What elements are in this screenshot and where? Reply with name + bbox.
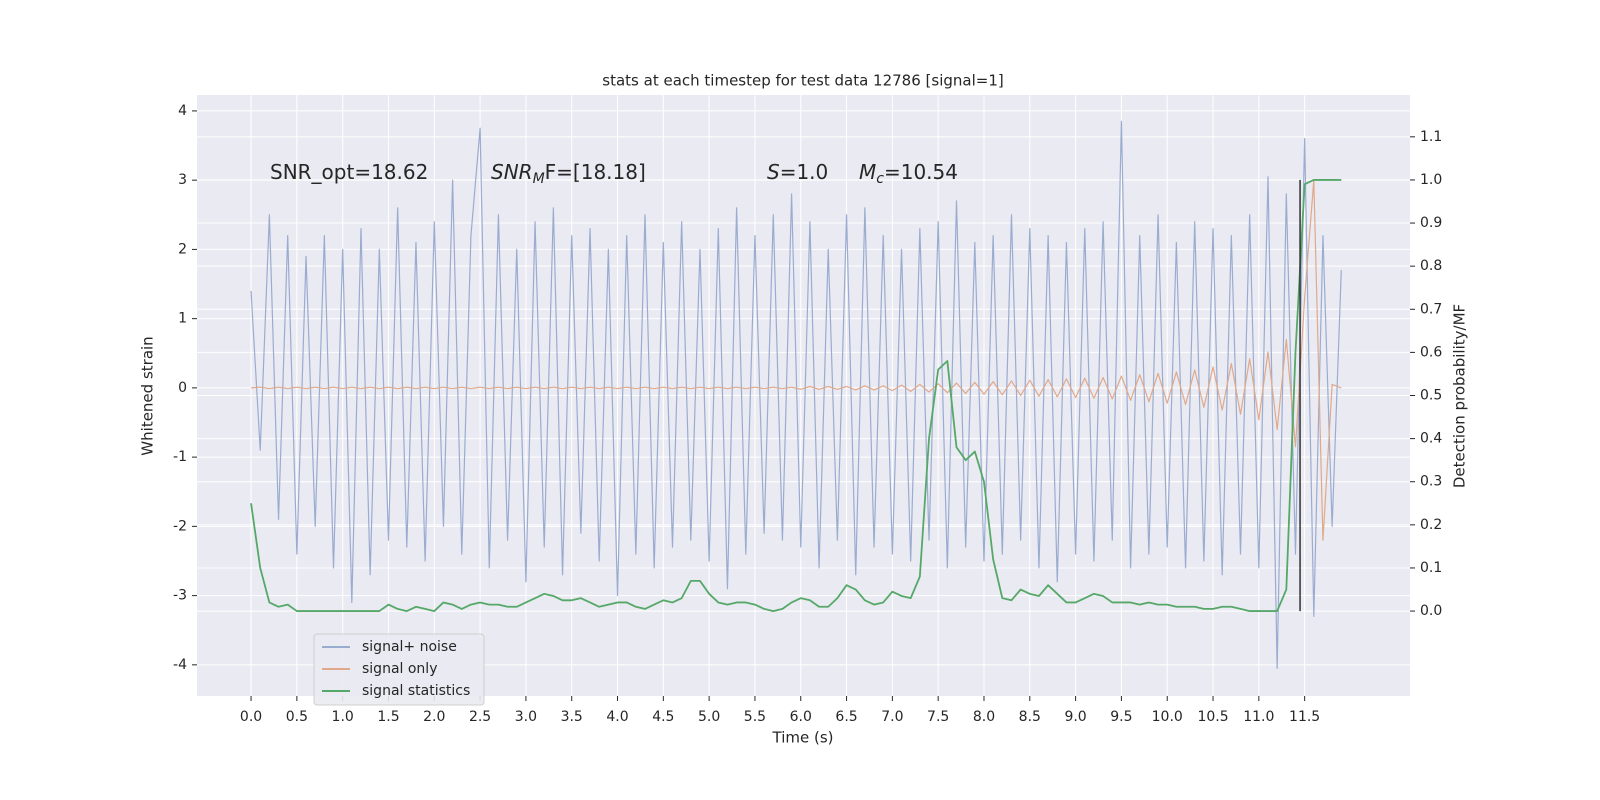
series-line [250, 179, 1342, 612]
annotation: SNR_opt=18.62 [270, 160, 428, 184]
annotation-part: SNR [491, 160, 533, 184]
y2-tick-label: 0.9 [1420, 215, 1442, 231]
x-tick-label: 7.5 [927, 709, 949, 725]
annotation-part: SNR_opt=18.62 [270, 160, 428, 184]
y-tick-label: 2 [178, 241, 187, 257]
annotation-part: F=[18.18] [545, 160, 646, 184]
y-axis-label: Whitened strain [139, 336, 157, 455]
y-tick-label: -1 [173, 449, 187, 465]
x-tick-label: 10.0 [1152, 709, 1183, 725]
series-line [250, 120, 1342, 669]
y2-tick-label: 1.1 [1420, 129, 1442, 145]
y2-tick-label: 0.5 [1420, 388, 1442, 404]
legend-box [313, 633, 485, 706]
y-tick-label: 1 [178, 311, 187, 327]
y2-tick-label: 0.1 [1420, 560, 1442, 576]
x-tick-label: 2.0 [423, 709, 445, 725]
grid [197, 95, 1410, 696]
marks [250, 120, 1342, 669]
x-tick-label: 2.5 [469, 709, 491, 725]
annotation-part: S [767, 160, 780, 184]
y2-tick-label: 0.4 [1420, 431, 1442, 447]
legend-label: signal statistics [362, 683, 470, 699]
y2-axis-label: Detection probability/MF [1451, 304, 1469, 488]
legend-label: signal only [362, 661, 437, 677]
series-line [251, 179, 1342, 541]
annotation-part: c [876, 171, 884, 187]
x-tick-label: 3.5 [561, 709, 583, 725]
x-tick-label: 7.0 [881, 709, 903, 725]
x-tick-label: 9.0 [1064, 709, 1086, 725]
x-tick-label: 9.5 [1110, 709, 1132, 725]
annotation-part: M [859, 160, 876, 184]
x-tick-label: 8.0 [973, 709, 995, 725]
legend: signal+ noise signal only signal statistic… [313, 633, 485, 706]
x-tick-label: 1.0 [332, 709, 354, 725]
x-tick-label: 4.0 [606, 709, 628, 725]
annotation: S=1.0 [767, 160, 828, 184]
x-axis-label: Time (s) [772, 729, 834, 747]
x-tick-label: 1.5 [377, 709, 399, 725]
y-tick-label: -4 [173, 657, 187, 673]
y2-tick-label: 0.8 [1420, 258, 1442, 274]
y-tick-label: -3 [173, 588, 187, 604]
y-tick-label: 0 [178, 380, 187, 396]
legend-label: signal+ noise [362, 639, 457, 655]
x-tick-label: 3.0 [515, 709, 537, 725]
y-tick-label: -2 [173, 518, 187, 534]
x-tick-label: 11.5 [1289, 709, 1320, 725]
x-tick-label: 8.5 [1019, 709, 1041, 725]
annotation-part: =10.54 [884, 160, 958, 184]
x-tick-label: 5.5 [744, 709, 766, 725]
annotation: SNRMF=[18.18] [491, 160, 646, 188]
annotation-part: M [533, 171, 545, 187]
x-tick-label: 6.0 [790, 709, 812, 725]
annotation-part: =1.0 [780, 160, 829, 184]
y2-tick-label: 0.6 [1420, 344, 1442, 360]
y2-tick-label: 1.0 [1420, 172, 1442, 188]
y-tick-label: 4 [178, 103, 187, 119]
y2-tick-label: 0.7 [1420, 301, 1442, 317]
y2-tick-label: 0.3 [1420, 474, 1442, 490]
x-tick-label: 4.5 [652, 709, 674, 725]
x-tick-label: 5.0 [698, 709, 720, 725]
y2-tick-label: 0.2 [1420, 517, 1442, 533]
x-tick-label: 6.5 [835, 709, 857, 725]
x-tick-label: 10.5 [1197, 709, 1228, 725]
annotation: Mc=10.54 [859, 160, 958, 188]
x-tick-label: 0.5 [286, 709, 308, 725]
x-tick-label: 0.0 [240, 709, 262, 725]
x-tick-label: 11.0 [1243, 709, 1274, 725]
y2-tick-label: 0.0 [1420, 603, 1442, 619]
y-tick-label: 3 [178, 172, 187, 188]
chart-title: stats at each timestep for test data 127… [602, 72, 1003, 90]
